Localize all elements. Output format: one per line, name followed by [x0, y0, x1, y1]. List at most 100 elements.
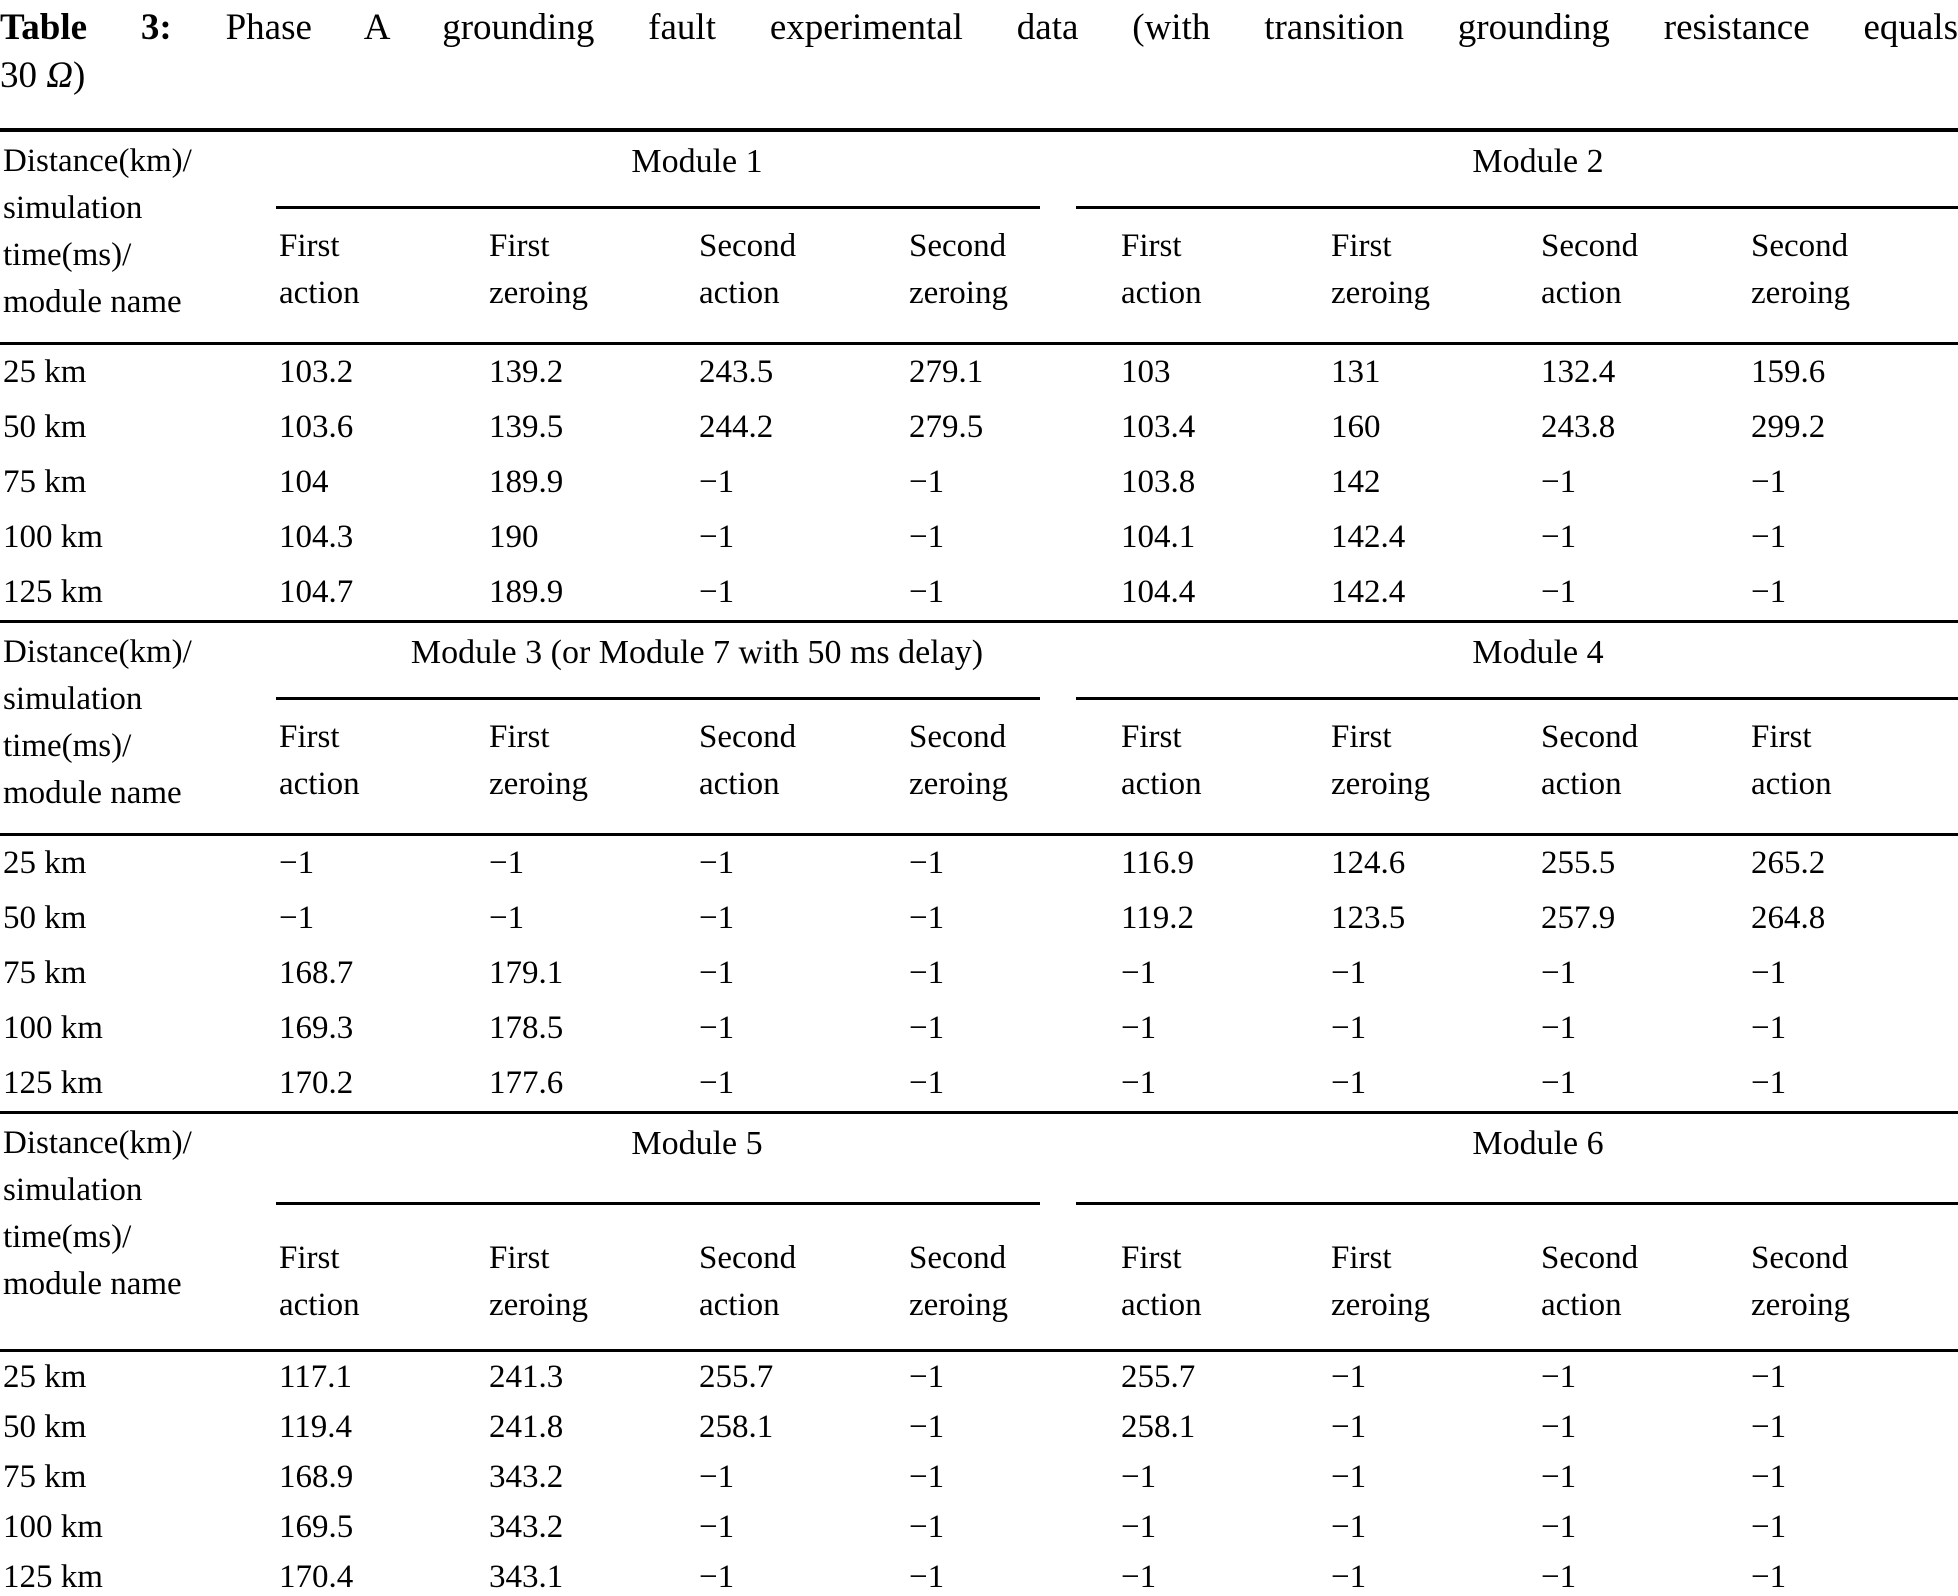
data-cell: −1	[1541, 1409, 1577, 1445]
caption-line-1: Table 3: Phase A grounding fault experim…	[0, 4, 1958, 52]
column-header: First zeroing	[489, 228, 588, 311]
data-cell: −1	[1751, 464, 1787, 500]
data-cell: −1	[1331, 1559, 1367, 1595]
data-cell: 343.2	[489, 1509, 564, 1545]
data-cell: −1	[699, 1065, 735, 1101]
data-cell: −1	[1541, 464, 1577, 500]
data-cell: −1	[1331, 1459, 1367, 1495]
column-header: Second action	[699, 1240, 797, 1323]
data-table: Distance(km)/ simulation time(ms)/ module n…	[0, 128, 1958, 1596]
row-label: 25 km	[3, 845, 87, 881]
data-cell: 343.1	[489, 1559, 564, 1595]
column-header: Second action	[1541, 1240, 1639, 1323]
stub-line: simulation	[3, 681, 143, 717]
data-cell: −1	[909, 1459, 945, 1495]
stub-line: Distance(km)/	[3, 1125, 192, 1161]
table-section: Distance(km)/ simulation time(ms)/ module n…	[0, 620, 1958, 1111]
stub-line: time(ms)/	[3, 1219, 132, 1255]
table-caption: Table 3: Phase A grounding fault experim…	[0, 0, 1958, 100]
module-group-title: Module 6	[1472, 1125, 1604, 1162]
data-cell: −1	[909, 464, 945, 500]
table-row: 125 km 104.7 189.9 −1 −1 104.4 142.4 −1 −1	[0, 565, 1958, 620]
group-underline	[276, 206, 1040, 209]
table-row: 125 km 170.4 343.1 −1 −1 −1 −1 −1 −1	[0, 1552, 1958, 1596]
table-row: 50 km 119.4 241.8 258.1 −1 258.1 −1 −1 −1	[0, 1402, 1958, 1452]
group-underlines	[276, 697, 1958, 700]
row-label: 125 km	[3, 574, 103, 610]
data-cell: 170.2	[279, 1065, 354, 1101]
caption-line-2: 30 Ω)	[0, 52, 1958, 100]
stub-line: time(ms)/	[3, 237, 132, 273]
group-titles: Module 5 Module 6	[276, 1120, 1958, 1186]
data-cell: −1	[279, 845, 315, 881]
row-label: 50 km	[3, 900, 87, 936]
data-cell: 178.5	[489, 1010, 564, 1046]
data-cell: −1	[699, 519, 735, 555]
module-groups: Module 3 (or Module 7 with 50 ms delay) M…	[276, 629, 1958, 817]
caption-text: Phase A grounding fault experimental dat…	[171, 7, 1958, 48]
stub-line: module name	[3, 1266, 182, 1302]
column-headers: First action First zeroing Second action Secon…	[276, 1235, 1958, 1329]
data-cell: −1	[909, 1509, 945, 1545]
data-cell: −1	[1331, 1359, 1367, 1395]
column-header: First action	[1751, 719, 1832, 802]
section-header: Distance(km)/ simulation time(ms)/ module n…	[0, 1111, 1958, 1352]
group-underlines	[276, 1202, 1958, 1205]
data-cell: −1	[909, 574, 945, 610]
data-cell: −1	[1751, 1409, 1787, 1445]
data-cell: −1	[1541, 1010, 1577, 1046]
data-cell: −1	[1121, 1559, 1157, 1595]
data-cell: 343.2	[489, 1459, 564, 1495]
data-cell: −1	[1541, 1509, 1577, 1545]
data-cell: −1	[1121, 1459, 1157, 1495]
table-row: 75 km 168.9 343.2 −1 −1 −1 −1 −1 −1	[0, 1452, 1958, 1502]
table-row: 25 km 117.1 241.3 255.7 −1 255.7 −1 −1 −1	[0, 1352, 1958, 1402]
data-cell: 104.7	[279, 574, 354, 610]
table-body: Distance(km)/ simulation time(ms)/ module n…	[0, 128, 1958, 1596]
column-header: First zeroing	[489, 1240, 588, 1323]
data-cell: −1	[489, 845, 525, 881]
data-cell: 279.5	[909, 409, 984, 445]
data-cell: 103.2	[279, 354, 354, 390]
data-cell: 103.8	[1121, 464, 1196, 500]
data-cell: 258.1	[699, 1409, 774, 1445]
data-cell: −1	[1541, 1359, 1577, 1395]
data-cell: −1	[1331, 1409, 1367, 1445]
group-underline	[276, 697, 1040, 700]
column-header: First action	[279, 1240, 360, 1323]
data-cell: −1	[279, 900, 315, 936]
column-header: Second zeroing	[1751, 1240, 1850, 1323]
data-cell: 142.4	[1331, 574, 1406, 610]
data-cell: −1	[909, 900, 945, 936]
row-label: 75 km	[3, 955, 87, 991]
data-cell: −1	[699, 1459, 735, 1495]
data-cell: 119.2	[1121, 900, 1195, 936]
data-cell: −1	[1751, 1509, 1787, 1545]
data-cell: −1	[699, 900, 735, 936]
data-cell: 241.3	[489, 1359, 564, 1395]
column-header: Second action	[1541, 228, 1639, 311]
data-cell: −1	[1331, 955, 1367, 991]
data-cell: 104.3	[279, 519, 354, 555]
caption-label: Table 3:	[0, 7, 172, 48]
section-rows: 25 km 103.2 139.2 243.5 279.1 103 131 132.4 159.…	[0, 345, 1958, 620]
group-underline	[276, 1202, 1040, 1205]
group-titles: Module 3 (or Module 7 with 50 ms delay) M…	[276, 629, 1958, 691]
row-label: 75 km	[3, 1459, 87, 1495]
data-cell: 103	[1121, 354, 1171, 390]
data-cell: −1	[1751, 1459, 1787, 1495]
data-cell: −1	[1541, 1559, 1577, 1595]
table-row: 100 km 169.5 343.2 −1 −1 −1 −1 −1 −1	[0, 1502, 1958, 1552]
data-cell: −1	[1541, 519, 1577, 555]
row-label: 25 km	[3, 1359, 87, 1395]
data-cell: −1	[909, 1010, 945, 1046]
data-cell: −1	[1541, 1065, 1577, 1101]
module-groups: Module 1 Module 2 First action First zeroing S…	[276, 138, 1958, 326]
group-underline	[1076, 1202, 1958, 1205]
data-cell: −1	[909, 1409, 945, 1445]
data-cell: 139.5	[489, 409, 564, 445]
data-cell: −1	[489, 900, 525, 936]
table-section: Distance(km)/ simulation time(ms)/ module n…	[0, 128, 1958, 620]
data-cell: 104.4	[1121, 574, 1196, 610]
section-rows: 25 km 117.1 241.3 255.7 −1 255.7 −1 −1 −1 50 km 11…	[0, 1352, 1958, 1596]
